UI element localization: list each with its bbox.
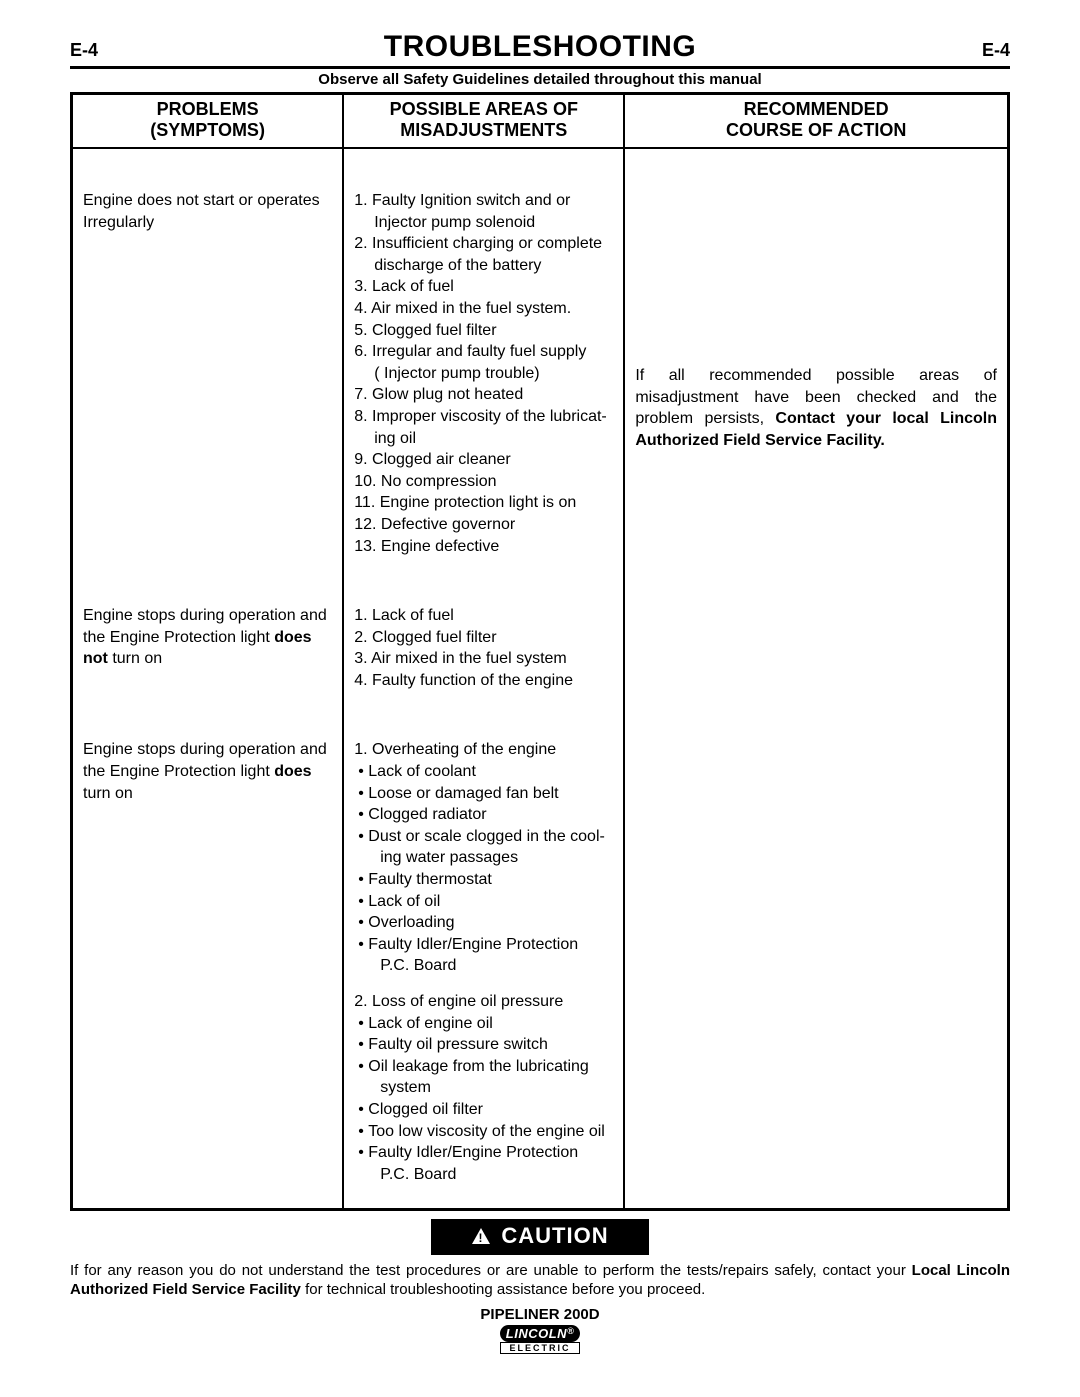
bullet-item: • Overloading xyxy=(354,912,613,934)
cause-item: 3. Air mixed in the fuel system xyxy=(354,648,613,670)
cause-item: 2. Clogged fuel filter xyxy=(354,627,613,649)
bullet-continuation: P.C. Board xyxy=(354,1164,613,1186)
bullet-item: • Faulty thermostat xyxy=(354,869,613,891)
numbered-cause-list: 1. Faulty Ignition switch and orInjector… xyxy=(354,190,613,557)
cause-item: 4. Air mixed in the fuel system. xyxy=(354,298,613,320)
causes-cell: 1. Faulty Ignition switch and orInjector… xyxy=(343,184,624,563)
bullet-item: • Lack of oil xyxy=(354,891,613,913)
cause-item-continuation: discharge of the battery xyxy=(354,255,613,277)
cause-group: 1. Overheating of the engine• Lack of co… xyxy=(354,739,613,1185)
bullet-item: • Too low viscosity of the engine oil xyxy=(354,1121,613,1143)
svg-text:!: ! xyxy=(479,1231,484,1245)
page-header: E-4 TROUBLESHOOTING E-4 xyxy=(70,30,1010,69)
bullet-item: • Faulty oil pressure switch xyxy=(354,1034,613,1056)
troubleshooting-table: PROBLEMS (SYMPTOMS) POSSIBLE AREAS OF MI… xyxy=(70,92,1010,1211)
lincoln-logo: LINCOLN® ELECTRIC xyxy=(500,1325,580,1354)
bullet-item: • Dust or scale clogged in the cool- xyxy=(354,826,613,848)
caution-box: ! CAUTION xyxy=(431,1219,648,1255)
cause-item: 7. Glow plug not heated xyxy=(354,384,613,406)
section-number-right: E-4 xyxy=(982,40,1010,61)
bullet-continuation: P.C. Board xyxy=(354,955,613,977)
bullet-item: • Oil leakage from the lubricating xyxy=(354,1056,613,1078)
col-header-causes: POSSIBLE AREAS OF MISADJUSTMENTS xyxy=(343,94,624,149)
col-header-problems: PROBLEMS (SYMPTOMS) xyxy=(72,94,344,149)
cause-item: 11. Engine protection light is on xyxy=(354,492,613,514)
action-cell: If all recommended possible areas of mis… xyxy=(624,148,1008,1209)
safety-guideline-note: Observe all Safety Guidelines detailed t… xyxy=(70,69,1010,92)
cause-item: 3. Lack of fuel xyxy=(354,276,613,298)
caution-banner: ! CAUTION xyxy=(70,1219,1010,1255)
bullet-item: • Clogged radiator xyxy=(354,804,613,826)
section-number-left: E-4 xyxy=(70,40,98,61)
bullet-item: • Lack of coolant xyxy=(354,761,613,783)
problem-cell: Engine stops during operation and the En… xyxy=(72,733,344,1191)
model-name: PIPELINER 200D xyxy=(70,1306,1010,1323)
col-header-action: RECOMMENDED COURSE OF ACTION xyxy=(624,94,1008,149)
numbered-cause-list: 1. Lack of fuel2. Clogged fuel filter3. … xyxy=(354,605,613,691)
caution-text: If for any reason you do not understand … xyxy=(70,1261,1010,1300)
cause-item: 1. Lack of fuel xyxy=(354,605,613,627)
bullet-continuation: ing water passages xyxy=(354,847,613,869)
cause-item: 9. Clogged air cleaner xyxy=(354,449,613,471)
cause-item-continuation: ( Injector pump trouble) xyxy=(354,363,613,385)
cause-item: 10. No compression xyxy=(354,471,613,493)
cause-item: 12. Defective governor xyxy=(354,514,613,536)
causes-cell: 1. Overheating of the engine• Lack of co… xyxy=(343,733,624,1191)
warning-icon: ! xyxy=(471,1225,491,1251)
cause-item-continuation: Injector pump solenoid xyxy=(354,212,613,234)
cause-item: 6. Irregular and faulty fuel supply xyxy=(354,341,613,363)
bullet-item: • Loose or damaged fan belt xyxy=(354,783,613,805)
page-title: TROUBLESHOOTING xyxy=(384,30,697,64)
table-body: If all recommended possible areas of mis… xyxy=(72,148,1009,1209)
page-footer: PIPELINER 200D LINCOLN® ELECTRIC xyxy=(70,1306,1010,1356)
cause-item-continuation: ing oil xyxy=(354,428,613,450)
cause-item: 13. Engine defective xyxy=(354,536,613,558)
bullet-continuation: system xyxy=(354,1077,613,1099)
manual-page: E-4 TROUBLESHOOTING E-4 Observe all Safe… xyxy=(0,0,1080,1397)
causes-cell: 1. Lack of fuel2. Clogged fuel filter3. … xyxy=(343,599,624,697)
bullet-item: • Faulty Idler/Engine Protection xyxy=(354,1142,613,1164)
cause-group-heading: 1. Overheating of the engine xyxy=(354,739,613,761)
problem-cell: Engine stops during operation and the En… xyxy=(72,599,344,697)
cause-item: 8. Improper viscosity of the lubricat- xyxy=(354,406,613,428)
bullet-item: • Clogged oil filter xyxy=(354,1099,613,1121)
bullet-item: • Faulty Idler/Engine Protection xyxy=(354,934,613,956)
recommended-action-text: If all recommended possible areas of mis… xyxy=(635,365,997,451)
cause-item: 2. Insufficient charging or complete xyxy=(354,233,613,255)
cause-item: 4. Faulty function of the engine xyxy=(354,670,613,692)
spacer-row: If all recommended possible areas of mis… xyxy=(72,148,1009,184)
bullet-item: • Lack of engine oil xyxy=(354,1013,613,1035)
cause-item: 1. Faulty Ignition switch and or xyxy=(354,190,613,212)
cause-group-heading: 2. Loss of engine oil pressure xyxy=(354,991,613,1013)
problem-cell: Engine does not start or operates Irregu… xyxy=(72,184,344,563)
table-header-row: PROBLEMS (SYMPTOMS) POSSIBLE AREAS OF MI… xyxy=(72,94,1009,149)
cause-item: 5. Clogged fuel filter xyxy=(354,320,613,342)
